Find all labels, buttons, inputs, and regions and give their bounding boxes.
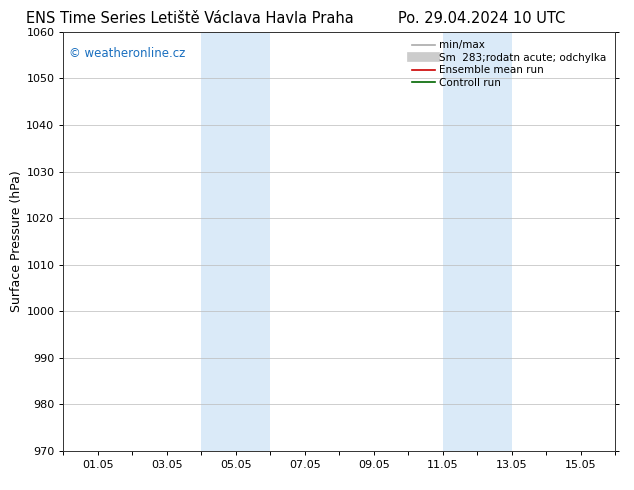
Bar [443,32,512,451]
Text: Po. 29.04.2024 10 UTC: Po. 29.04.2024 10 UTC [398,11,566,26]
Text: ENS Time Series Letiště Václava Havla Praha: ENS Time Series Letiště Václava Havla Pr… [27,11,354,26]
Text: © weatheronline.cz: © weatheronline.cz [69,47,185,59]
Y-axis label: Surface Pressure (hPa): Surface Pressure (hPa) [11,171,23,312]
Bar [202,32,270,451]
Legend: min/max, Sm  283;rodatn acute; odchylka, Ensemble mean run, Controll run: min/max, Sm 283;rodatn acute; odchylka, … [409,37,610,91]
